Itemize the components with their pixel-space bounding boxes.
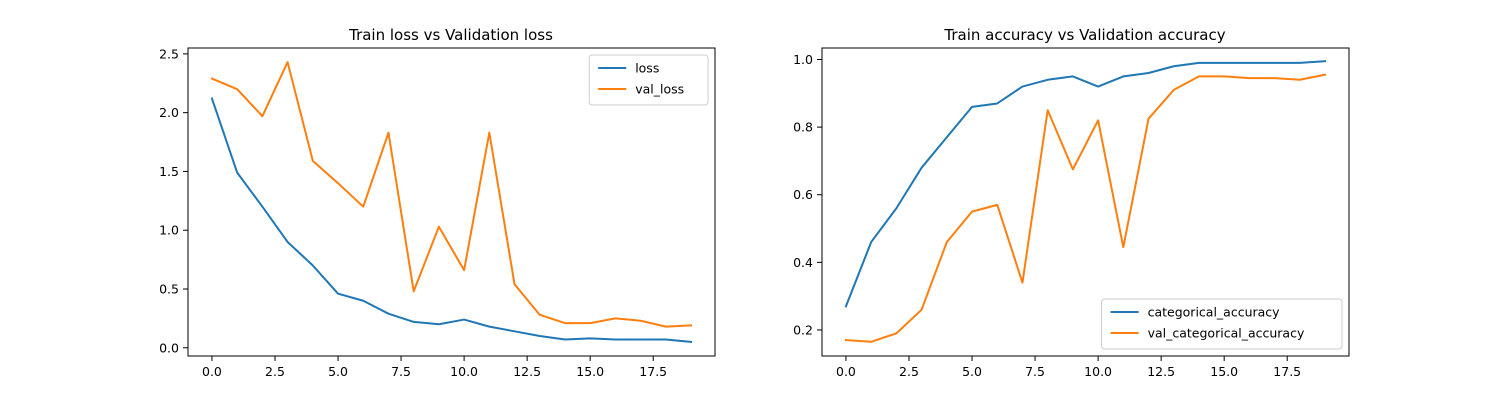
legend: categorical_accuracy val_categorical_accu… bbox=[1101, 298, 1343, 350]
legend-box bbox=[1101, 298, 1343, 350]
chart-title: Train loss vs Validation loss bbox=[348, 26, 553, 44]
x-tick-label: 2.5 bbox=[265, 364, 285, 379]
loss-chart: Train loss vs Validation loss 0.0 2.5 5.0 7… bbox=[159, 26, 716, 379]
legend-label-val_loss: val_loss bbox=[635, 82, 684, 97]
legend-label-val_categorical_accuracy: val_categorical_accuracy bbox=[1148, 326, 1305, 341]
legend-label-loss: loss bbox=[635, 61, 659, 76]
series-line-categorical_accuracy bbox=[844, 60, 1327, 308]
x-tick-label: 15.0 bbox=[576, 364, 604, 379]
x-tick-label: 5.0 bbox=[328, 364, 348, 379]
x-tick-label: 12.5 bbox=[1147, 364, 1175, 379]
x-tick-label: 17.5 bbox=[639, 364, 667, 379]
y-tick-label: 0.4 bbox=[793, 255, 813, 270]
axes-frame bbox=[187, 47, 716, 357]
axes-frame bbox=[821, 47, 1350, 357]
y-tick-label: 0.2 bbox=[793, 322, 813, 337]
legend: loss val_loss bbox=[588, 54, 709, 106]
series-line-loss bbox=[210, 97, 693, 343]
x-tick-label: 10.0 bbox=[1084, 364, 1112, 379]
accuracy-chart: Train accuracy vs Validation accuracy 0.… bbox=[793, 26, 1350, 379]
y-tick-label: 1.0 bbox=[793, 52, 813, 67]
x-tick-label: 5.0 bbox=[962, 364, 982, 379]
x-tick-label: 10.0 bbox=[450, 364, 478, 379]
x-tick-label: 0.0 bbox=[836, 364, 856, 379]
x-tick-label: 12.5 bbox=[513, 364, 541, 379]
x-tick-label: 15.0 bbox=[1210, 364, 1238, 379]
y-tick-label: 2.0 bbox=[159, 105, 179, 120]
y-tick-label: 2.5 bbox=[159, 46, 179, 61]
legend-label-categorical_accuracy: categorical_accuracy bbox=[1148, 305, 1281, 320]
series-line-val_loss bbox=[210, 61, 693, 328]
x-tick-label: 0.0 bbox=[202, 364, 222, 379]
y-tick-label: 0.6 bbox=[793, 187, 813, 202]
y-tick-label: 0.8 bbox=[793, 120, 813, 135]
y-tick-label: 0.0 bbox=[159, 340, 179, 355]
x-tick-label: 17.5 bbox=[1273, 364, 1301, 379]
y-tick-label: 1.0 bbox=[159, 223, 179, 238]
y-tick-label: 1.5 bbox=[159, 164, 179, 179]
chart-title: Train accuracy vs Validation accuracy bbox=[943, 26, 1225, 44]
y-tick-label: 0.5 bbox=[159, 281, 179, 296]
x-tick-label: 7.5 bbox=[1025, 364, 1045, 379]
x-tick-label: 7.5 bbox=[391, 364, 411, 379]
series-line-val_categorical_accuracy bbox=[844, 73, 1327, 343]
x-tick-label: 2.5 bbox=[899, 364, 919, 379]
